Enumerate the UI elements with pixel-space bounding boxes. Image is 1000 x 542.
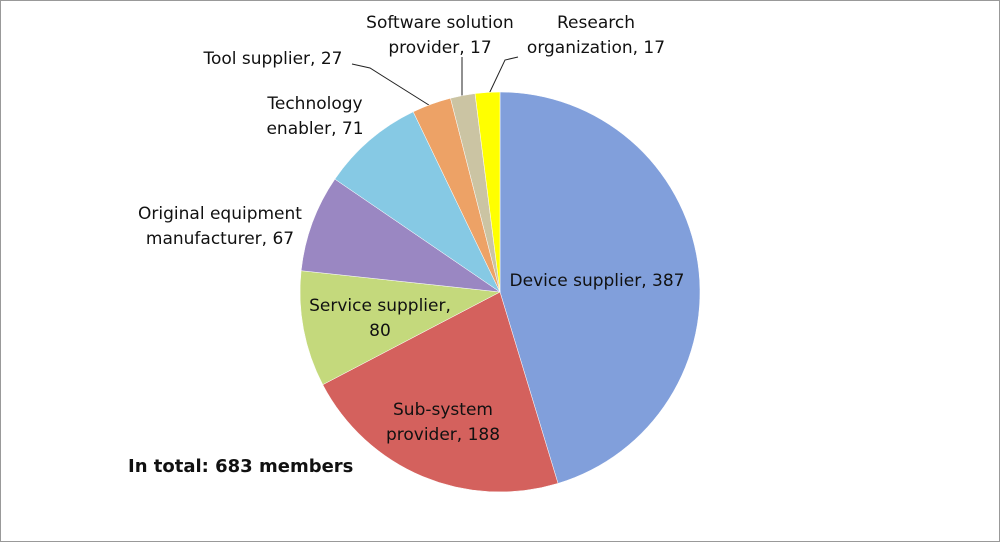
data-label: Device supplier, 387 [510,271,685,291]
data-label: Sub-system [393,400,493,420]
data-label: Tool supplier, 27 [203,49,343,69]
pie-slice [334,111,501,293]
leader-line [487,56,519,97]
pie-slice [300,178,501,293]
pie-slice [299,270,501,386]
data-label: Software solution [366,13,514,33]
data-label: 80 [369,321,391,341]
data-label: enabler, 71 [266,119,363,139]
data-label: manufacturer, 67 [146,229,294,249]
pie-slice [322,291,559,493]
data-label: provider, 188 [386,425,500,445]
data-label: provider, 17 [388,38,491,58]
data-label: organization, 17 [527,38,665,58]
pie-slice [474,91,501,293]
data-label: Service supplier, [309,296,451,316]
leader-line [351,63,433,108]
data-label: Research [557,13,635,33]
pie-slice [499,91,701,484]
data-label: Original equipment [138,204,302,224]
annotation: In total: 683 members [128,456,353,477]
data-label: Technology [266,94,362,114]
